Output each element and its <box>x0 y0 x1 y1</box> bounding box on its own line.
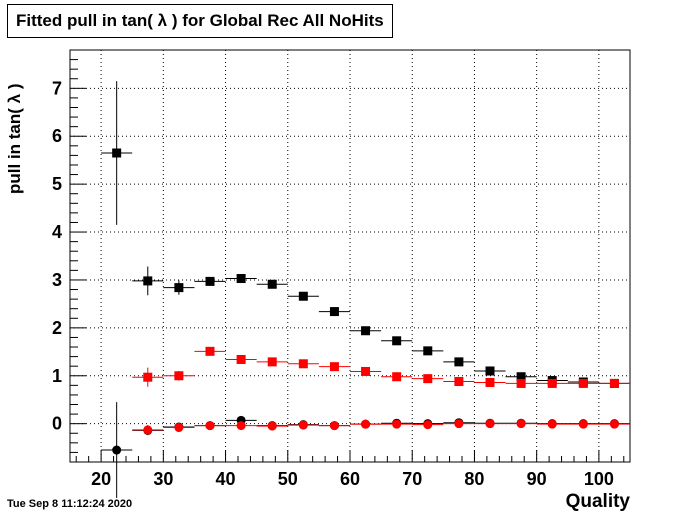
data-point-square <box>329 307 339 317</box>
data-point-square <box>547 378 557 388</box>
data-point-square <box>423 374 433 384</box>
data-point-circle <box>174 423 184 433</box>
data-point-square <box>454 377 464 387</box>
data-point-square <box>174 371 184 381</box>
data-point-circle <box>392 419 402 429</box>
data-point-circle <box>112 445 122 455</box>
data-point-circle <box>485 419 495 429</box>
data-point-square <box>516 372 526 382</box>
axes: 20 30 40 50 60 70 80 90 100 0 1 2 3 4 5 6 7 <box>52 49 631 489</box>
grid-lines <box>70 50 630 462</box>
x-tick-label: 80 <box>464 469 484 489</box>
x-tick-label: 20 <box>91 469 111 489</box>
data-point-square <box>392 336 402 346</box>
data-marks <box>101 81 630 498</box>
y-tick-label: 3 <box>52 270 62 290</box>
x-tick-label: 90 <box>527 469 547 489</box>
data-point-square <box>267 357 277 367</box>
y-tick-label: 1 <box>52 366 62 386</box>
data-point-circle <box>236 421 246 431</box>
data-point-circle <box>516 419 526 429</box>
data-point-square <box>298 291 308 301</box>
data-point-square <box>329 362 339 372</box>
data-point-circle <box>578 419 588 429</box>
plot-frame <box>69 49 631 463</box>
data-point-circle <box>423 420 433 430</box>
data-point-circle <box>205 421 215 431</box>
data-point-circle <box>267 421 277 431</box>
data-point-square <box>361 366 371 376</box>
data-point-square <box>112 148 122 158</box>
x-tick-label: 40 <box>216 469 236 489</box>
y-tick-label: 6 <box>52 126 62 146</box>
data-point-square <box>174 283 184 293</box>
y-tick-label: 2 <box>52 318 62 338</box>
y-tick-label: 0 <box>52 414 62 434</box>
x-tick-label: 30 <box>153 469 173 489</box>
y-tick-label: 7 <box>52 78 62 98</box>
data-point-square <box>485 366 495 376</box>
x-tick-label: 50 <box>278 469 298 489</box>
data-point-square <box>516 378 526 388</box>
chart-title: Fitted pull in tan( λ ) for Global Rec A… <box>7 4 393 38</box>
data-point-square <box>143 276 153 286</box>
data-point-square <box>578 378 588 388</box>
x-tick-label: 70 <box>402 469 422 489</box>
data-point-square <box>454 357 464 367</box>
data-point-circle <box>143 425 153 435</box>
data-point-circle <box>361 419 371 429</box>
data-point-square <box>423 346 433 356</box>
data-point-square <box>143 372 153 382</box>
x-tick-label: 60 <box>340 469 360 489</box>
y-tick-label: 5 <box>52 174 62 194</box>
data-point-square <box>485 377 495 387</box>
data-point-square <box>298 359 308 369</box>
y-tick-label: 4 <box>52 222 62 242</box>
data-point-circle <box>298 420 308 430</box>
x-axis-label: Quality <box>565 491 630 512</box>
data-point-circle <box>609 419 619 429</box>
data-point-square <box>361 326 371 336</box>
data-point-circle <box>454 419 464 429</box>
x-tick-label: 100 <box>584 469 614 489</box>
timestamp: Tue Sep 8 11:12:24 2020 <box>7 498 133 510</box>
data-point-square <box>267 279 277 289</box>
data-point-square <box>609 378 619 388</box>
data-point-circle <box>329 421 339 431</box>
data-point-square <box>236 354 246 364</box>
data-point-square <box>236 274 246 284</box>
data-point-square <box>205 276 215 286</box>
data-point-circle <box>547 419 557 429</box>
data-point-square <box>392 372 402 382</box>
data-point-square <box>205 346 215 356</box>
